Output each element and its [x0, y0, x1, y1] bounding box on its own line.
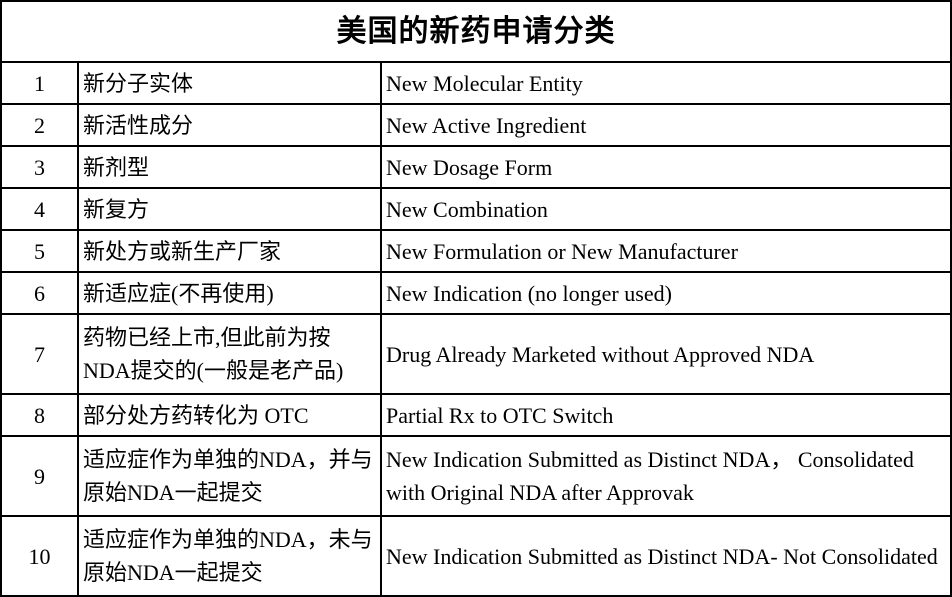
row-number-cell: 5 [0, 229, 79, 273]
row-number-cell: 3 [0, 145, 79, 189]
table-row: 2 新活性成分 New Active Ingredient [0, 103, 952, 147]
chinese-term-cell: 药物已经上市,但此前为按NDA提交的(一般是老产品) [77, 313, 382, 395]
english-term-cell: New Indication (no longer used) [379, 271, 952, 315]
table-row: 5 新处方或新生产厂家 New Formulation or New Manuf… [0, 229, 952, 273]
chinese-term-cell: 适应症作为单独的NDA，并与原始NDA一起提交 [77, 435, 382, 517]
table-row: 3 新剂型 New Dosage Form [0, 145, 952, 189]
chinese-term-cell: 新处方或新生产厂家 [77, 229, 382, 273]
table-row: 4 新复方 New Combination [0, 187, 952, 231]
row-number-cell: 7 [0, 313, 79, 395]
row-number-cell: 8 [0, 393, 79, 437]
row-number-cell: 1 [0, 61, 79, 105]
english-term-cell: Partial Rx to OTC Switch [379, 393, 952, 437]
english-term-cell: Drug Already Marketed without Approved N… [379, 313, 952, 395]
row-number-cell: 9 [0, 435, 79, 517]
table-row: 1 新分子实体 New Molecular Entity [0, 61, 952, 105]
chinese-term-cell: 部分处方药转化为 OTC [77, 393, 382, 437]
table-row: 9 适应症作为单独的NDA，并与原始NDA一起提交 New Indication… [0, 435, 952, 517]
chinese-term-cell: 新活性成分 [77, 103, 382, 147]
row-number-cell: 2 [0, 103, 79, 147]
row-number-cell: 10 [0, 515, 79, 597]
english-term-cell: New Indication Submitted as Distinct NDA… [379, 435, 952, 517]
english-term-cell: New Indication Submitted as Distinct NDA… [379, 515, 952, 597]
row-number-cell: 4 [0, 187, 79, 231]
english-term-cell: New Dosage Form [379, 145, 952, 189]
row-number-cell: 6 [0, 271, 79, 315]
chinese-term-cell: 新复方 [77, 187, 382, 231]
english-term-cell: New Active Ingredient [379, 103, 952, 147]
chinese-term-cell: 新剂型 [77, 145, 382, 189]
english-term-cell: New Combination [379, 187, 952, 231]
chinese-term-cell: 新分子实体 [77, 61, 382, 105]
table-title: 美国的新药申请分类 [0, 0, 952, 63]
chinese-term-cell: 新适应症(不再使用) [77, 271, 382, 315]
table-row: 10 适应症作为单独的NDA，未与原始NDA一起提交 New Indicatio… [0, 515, 952, 597]
table-row: 8 部分处方药转化为 OTC Partial Rx to OTC Switch [0, 393, 952, 437]
table-title-row: 美国的新药申请分类 [0, 0, 952, 63]
english-term-cell: New Formulation or New Manufacturer [379, 229, 952, 273]
table-row: 6 新适应症(不再使用) New Indication (no longer u… [0, 271, 952, 315]
table-row: 7 药物已经上市,但此前为按NDA提交的(一般是老产品) Drug Alread… [0, 313, 952, 395]
english-term-cell: New Molecular Entity [379, 61, 952, 105]
chinese-term-cell: 适应症作为单独的NDA，未与原始NDA一起提交 [77, 515, 382, 597]
